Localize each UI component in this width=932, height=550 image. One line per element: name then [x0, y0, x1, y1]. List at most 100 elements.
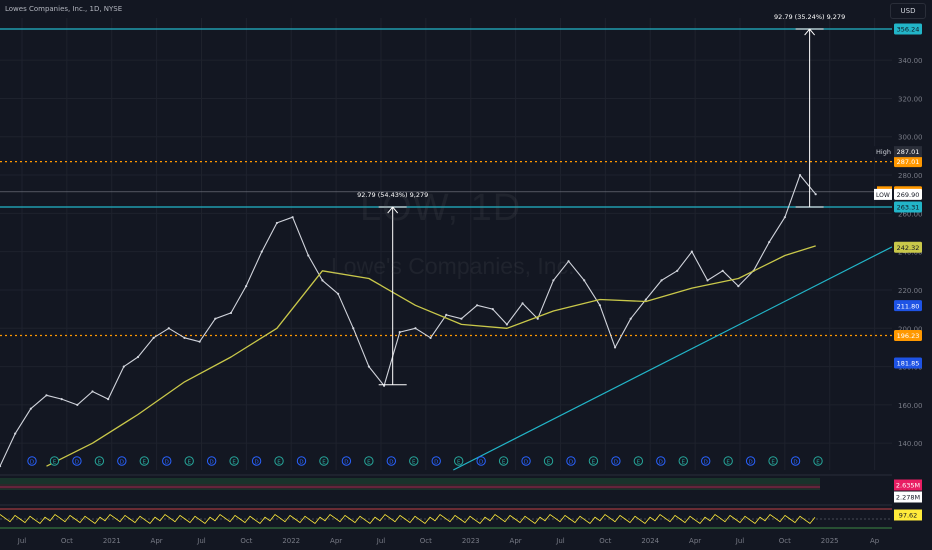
earnings-marker[interactable] [498, 456, 509, 466]
price-point [567, 260, 570, 263]
dividend-marker[interactable] [341, 456, 352, 466]
volume-value-tag[interactable] [894, 479, 922, 491]
earnings-marker[interactable] [184, 456, 194, 466]
price-axis-label: 340.00 [898, 57, 923, 65]
earnings-marker[interactable] [319, 456, 329, 466]
earnings-marker[interactable] [543, 456, 554, 466]
price-point [798, 173, 802, 177]
dividend-marker[interactable] [611, 456, 621, 466]
price-tag-label: 269.90 [897, 191, 920, 199]
price-point [521, 302, 524, 305]
price-axis-label: 260.00 [898, 210, 923, 218]
time-axis-label: 2021 [103, 537, 121, 545]
high-value: 287.01 [897, 148, 920, 156]
watermark-company-name: Lowe's Companies, Inc. [331, 253, 575, 279]
moving-average-line [46, 245, 816, 467]
volume-ma-tag[interactable] [894, 491, 922, 503]
dividend-marker[interactable] [72, 456, 82, 466]
price-tag[interactable] [894, 188, 922, 200]
horizontal-levels[interactable] [0, 28, 892, 337]
rsi-value-tag[interactable] [894, 509, 922, 521]
dividend-marker[interactable] [745, 456, 756, 466]
dividend-marker[interactable] [566, 456, 576, 466]
earnings-marker[interactable] [768, 456, 778, 466]
price-point [398, 331, 401, 334]
earnings-marker[interactable] [94, 456, 105, 466]
dividend-marker[interactable] [162, 456, 172, 466]
indicator-panes [0, 474, 892, 529]
dividend-marker[interactable] [27, 456, 37, 466]
price-point [783, 216, 786, 219]
price-point [598, 304, 601, 307]
event-marker-letter: E [322, 459, 326, 465]
price-point [0, 465, 2, 468]
price-tag[interactable] [894, 23, 922, 35]
earnings-marker[interactable] [678, 456, 688, 466]
earnings-marker[interactable] [409, 456, 419, 466]
price-tag[interactable] [894, 300, 922, 312]
event-marker-letter: D [344, 459, 348, 465]
time-axis[interactable]: Jul Oct 2021 Apr Jul Oct 2022 Apr Jul Oct 2023 Apr J… [17, 537, 880, 545]
event-marker-letter: E [637, 459, 641, 465]
price-tag[interactable] [894, 156, 922, 168]
earnings-marker[interactable] [588, 456, 599, 466]
time-axis-label: Apr [330, 537, 342, 545]
high-value-box [894, 146, 922, 158]
dividend-marker[interactable] [206, 456, 217, 466]
earnings-marker[interactable] [633, 456, 644, 466]
dividend-marker[interactable] [701, 456, 711, 466]
dividend-marker[interactable] [386, 456, 397, 466]
earnings-marker[interactable] [364, 456, 374, 466]
event-marker-letter: D [75, 459, 79, 465]
dividend-marker[interactable] [251, 456, 262, 466]
currency-button[interactable]: USD [890, 3, 926, 19]
price-point [29, 407, 32, 410]
time-axis-label: Jul [376, 537, 386, 545]
earnings-marker[interactable] [49, 456, 60, 466]
earnings-marker[interactable] [723, 456, 733, 466]
dividend-marker[interactable] [790, 456, 801, 466]
price-tag-label: 287.01 [897, 158, 920, 166]
price-point [307, 254, 310, 257]
dividend-marker[interactable] [656, 456, 666, 466]
dividend-marker[interactable] [117, 456, 127, 466]
event-marker-letter: E [187, 459, 191, 465]
trendline[interactable] [453, 246, 893, 471]
event-marker-letter: E [98, 459, 102, 465]
price-point [245, 285, 248, 288]
price-tag[interactable] [894, 329, 922, 341]
dividend-marker[interactable] [296, 456, 307, 466]
earnings-marker[interactable] [274, 456, 284, 466]
price-point [91, 390, 94, 393]
event-marker-letter: E [143, 459, 147, 465]
trendline-layer[interactable] [453, 246, 893, 471]
event-marker-letter: D [614, 459, 618, 465]
earnings-marker[interactable] [813, 456, 823, 466]
price-axis[interactable]: 340.00320.00300.00280.00260.00240.00220.… [874, 0, 932, 550]
price-point [367, 365, 371, 368]
symbol-title[interactable]: Lowes Companies, Inc., 1D, NYSE [5, 5, 123, 13]
low-label: LOW [876, 192, 890, 199]
dividend-marker[interactable] [431, 456, 441, 466]
price-tag[interactable] [894, 357, 922, 369]
dividend-marker[interactable] [521, 456, 531, 466]
earnings-marker[interactable] [453, 456, 464, 466]
measure-annotations[interactable]: 92.79 (54.43%) 9,279 92.79 (35.24%) 9,279 [357, 13, 845, 386]
price-tag[interactable] [894, 201, 922, 213]
earnings-marker[interactable] [229, 456, 239, 466]
price-point [337, 292, 340, 295]
price-tag[interactable] [894, 241, 922, 253]
time-axis-label: 2022 [282, 537, 300, 545]
dividend-marker[interactable] [476, 456, 486, 466]
price-point [613, 346, 617, 349]
price-axis-label: 160.00 [898, 402, 923, 410]
chart-grid [0, 18, 892, 470]
earnings-marker[interactable] [139, 456, 149, 466]
price-tag-label: 181.85 [897, 360, 920, 368]
price-axis-label: 300.00 [898, 134, 923, 142]
time-axis-label: Jul [17, 537, 27, 545]
price-axis-panel[interactable] [892, 0, 932, 550]
price-axis-label: 320.00 [898, 95, 923, 103]
